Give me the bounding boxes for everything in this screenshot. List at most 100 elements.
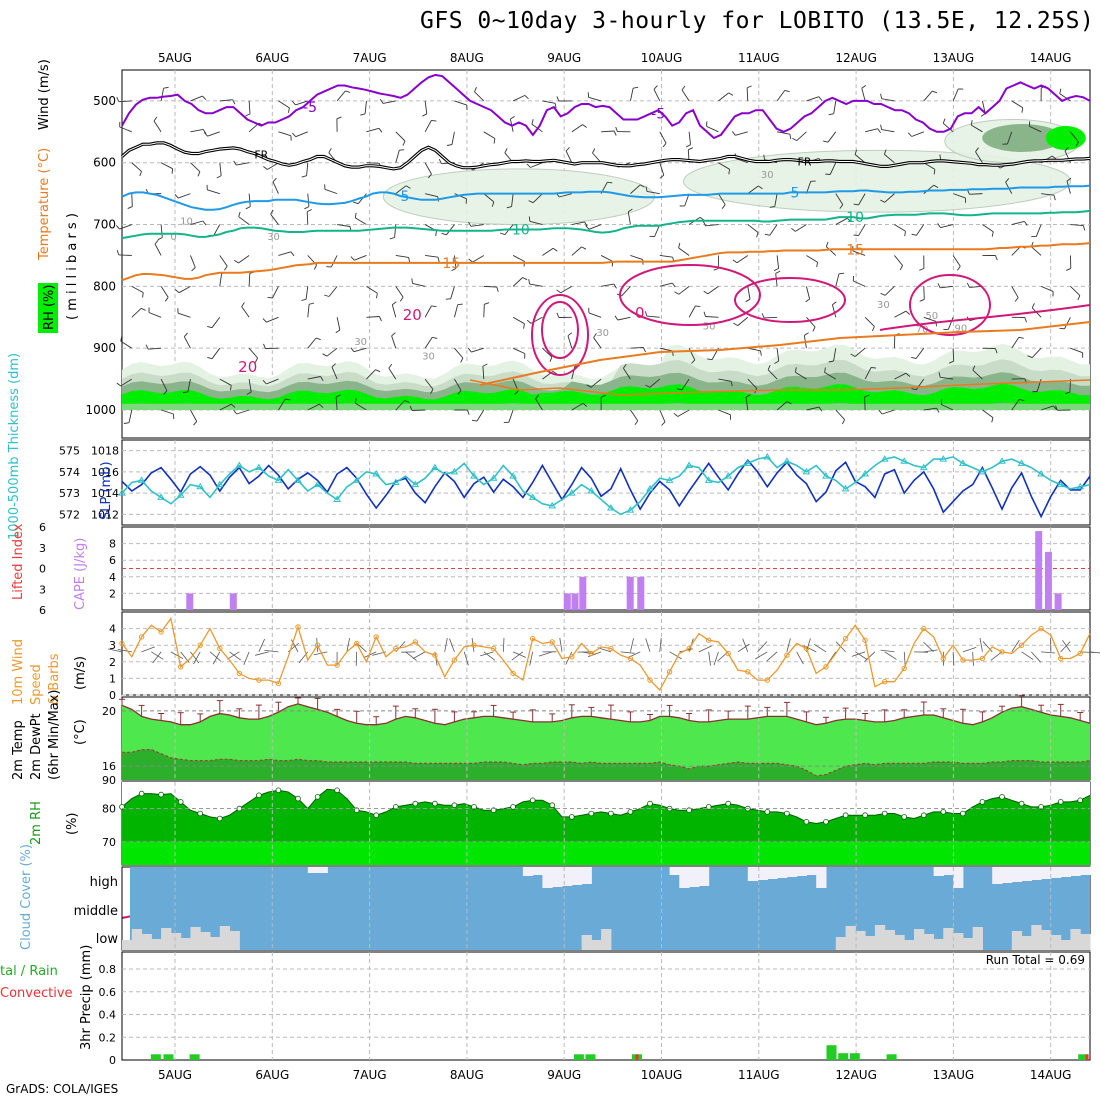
precip-bar-7 — [838, 1053, 849, 1060]
wind-barb-flag — [933, 184, 939, 188]
cape-y-tick-2: 2 — [109, 587, 116, 600]
wind-barb — [272, 181, 279, 194]
wind-barb — [160, 409, 174, 415]
precip-y-tick-3: 0.6 — [99, 986, 117, 999]
thickness-marker — [528, 493, 537, 500]
wind-barb — [858, 224, 866, 236]
wind-barb-flag — [437, 257, 440, 263]
wind-speed-marker — [217, 645, 223, 652]
low-cloud-bar — [190, 927, 201, 950]
wind-barb — [588, 312, 602, 318]
thickness-marker — [607, 504, 615, 511]
wind-barb-flag — [191, 267, 196, 272]
wind-speed-marker — [451, 657, 458, 663]
wind-barb — [118, 254, 132, 256]
low-cloud-bar — [151, 939, 162, 950]
wind-barb — [982, 409, 994, 418]
x-tick-label-top-12AUG: 12AUG — [835, 51, 877, 65]
wind-barb-flag — [313, 264, 318, 270]
wind-barb — [213, 224, 221, 237]
wind-barb-flag — [769, 205, 775, 208]
wind-barb-flag — [691, 359, 696, 364]
wind-barb-flag — [388, 363, 393, 369]
rh-contour-label-2: 30 — [267, 232, 280, 243]
wind-speed-marker — [706, 637, 712, 643]
wind-speed-marker — [608, 645, 614, 652]
wind-barb-flag — [202, 95, 207, 101]
cloud-ylabel: Cloud Cover (%) — [19, 844, 34, 950]
x-tick-label-top-7AUG: 7AUG — [353, 51, 387, 65]
wind-barb — [330, 255, 338, 268]
wind-barb — [219, 162, 222, 176]
low-cloud-bar — [1011, 931, 1023, 950]
x-tick-label-top-6AUG: 6AUG — [255, 51, 289, 65]
upper-air-ylabel-rh: RH (%) — [42, 285, 57, 330]
wind-barb-flag — [531, 119, 534, 125]
wind-barb — [952, 255, 961, 267]
wind-barb — [653, 89, 661, 102]
wind-10m-barb — [982, 641, 993, 653]
low-cloud-bar — [1041, 930, 1052, 950]
wind-barb — [336, 317, 341, 331]
wind-barb-flag — [1027, 355, 1033, 359]
wind-barb — [1070, 347, 1083, 354]
wind-10m-barb — [962, 647, 977, 653]
wind-speed-marker — [745, 669, 751, 675]
precip-bar-9 — [886, 1054, 897, 1060]
wind-10m-barb — [717, 651, 729, 662]
wind-barb-flag — [653, 85, 658, 90]
rh-2m-marker — [823, 818, 829, 825]
wind-barb-flag — [707, 358, 713, 361]
wind-barb — [588, 96, 602, 102]
wind-barb — [1066, 180, 1071, 194]
wind-barb-flag — [230, 385, 232, 391]
wind-barb — [278, 100, 290, 109]
wind-10m-barb — [405, 651, 417, 661]
wind-barb-flag — [775, 270, 781, 274]
grads-credit: GrADS: COLA/IGES — [6, 1082, 119, 1096]
x-tick-label-top-10AUG: 10AUG — [641, 51, 683, 65]
thickness-marker — [391, 478, 400, 485]
wind-barb-flag — [171, 168, 174, 174]
wind-barb-flag — [375, 369, 381, 373]
wind-barb-flag — [267, 296, 273, 299]
rh-2m-marker — [334, 787, 340, 794]
wind-barb-flag — [804, 332, 809, 336]
thickness-marker — [587, 487, 596, 494]
thickness-marker — [352, 476, 361, 483]
wind-barb — [571, 124, 583, 133]
wind-barb — [424, 378, 434, 390]
wind-barb-flag — [245, 113, 251, 117]
wind-10m-barb — [141, 646, 155, 653]
wind-barb — [835, 273, 840, 287]
wind-barb — [160, 224, 163, 238]
wind-barb — [305, 286, 309, 300]
wind-barb-flag — [405, 185, 411, 189]
wind-barb-flag — [202, 220, 207, 226]
low-cloud-bar — [131, 929, 143, 950]
wind-barb-flag — [937, 223, 941, 228]
wind-speed-marker — [842, 635, 849, 642]
wind-speed-marker — [373, 634, 379, 640]
wind-barb — [395, 255, 409, 258]
wind-barb-flag — [846, 217, 852, 222]
wind-10m-barb — [1089, 651, 1100, 654]
wind-barb-flag — [350, 256, 355, 261]
wind-barb — [248, 193, 251, 207]
wind-barb-flag — [994, 255, 998, 261]
thickness-marker — [235, 461, 244, 468]
thickness-marker — [294, 476, 302, 483]
wind-barb — [366, 127, 380, 133]
wind-barb-flag — [174, 194, 179, 199]
wind-10m-barb — [979, 637, 983, 652]
wind-barb-flag — [447, 144, 453, 146]
isotherm-label-FR-1: FR — [798, 155, 812, 168]
wind-barb — [1040, 285, 1054, 292]
precip-bar-0 — [150, 1054, 161, 1060]
wind-barb — [1064, 317, 1071, 330]
wind-barb-flag — [482, 363, 488, 367]
rh-2m-marker — [784, 810, 790, 817]
wind-barb-flag — [567, 332, 573, 337]
wind-barb-flag — [919, 298, 925, 302]
upper-air-ylabel-unit: ( m i l l i b a r s ) — [65, 213, 80, 320]
